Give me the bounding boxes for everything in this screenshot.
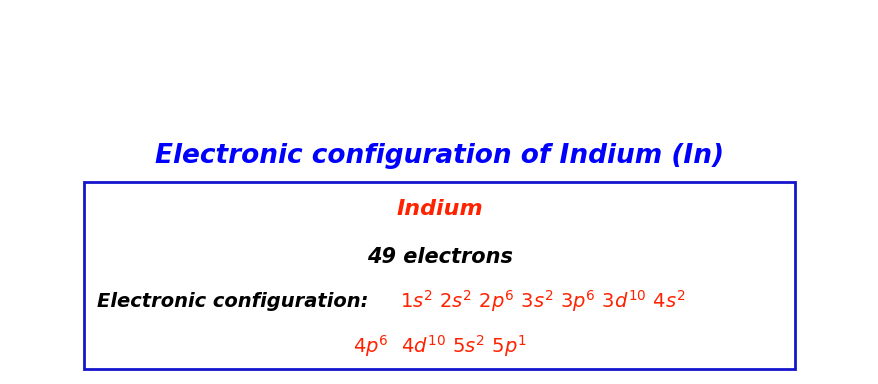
Text: Electronic configuration of Indium (In): Electronic configuration of Indium (In)	[155, 142, 723, 169]
Text: $1s^2$ $2s^2$ $2p^6$ $3s^2$ $3p^6$ $3d^{10}$ $4s^2$: $1s^2$ $2s^2$ $2p^6$ $3s^2$ $3p^6$ $3d^{…	[399, 288, 685, 314]
Text: 49 electrons: 49 electrons	[366, 247, 512, 267]
FancyBboxPatch shape	[83, 182, 795, 369]
Text: Indium: Indium	[396, 199, 482, 219]
Text: $4p^6$  $4d^{10}$ $5s^2$ $5p^1$: $4p^6$ $4d^{10}$ $5s^2$ $5p^1$	[352, 333, 526, 359]
Text: Electronic configuration:: Electronic configuration:	[97, 292, 374, 311]
